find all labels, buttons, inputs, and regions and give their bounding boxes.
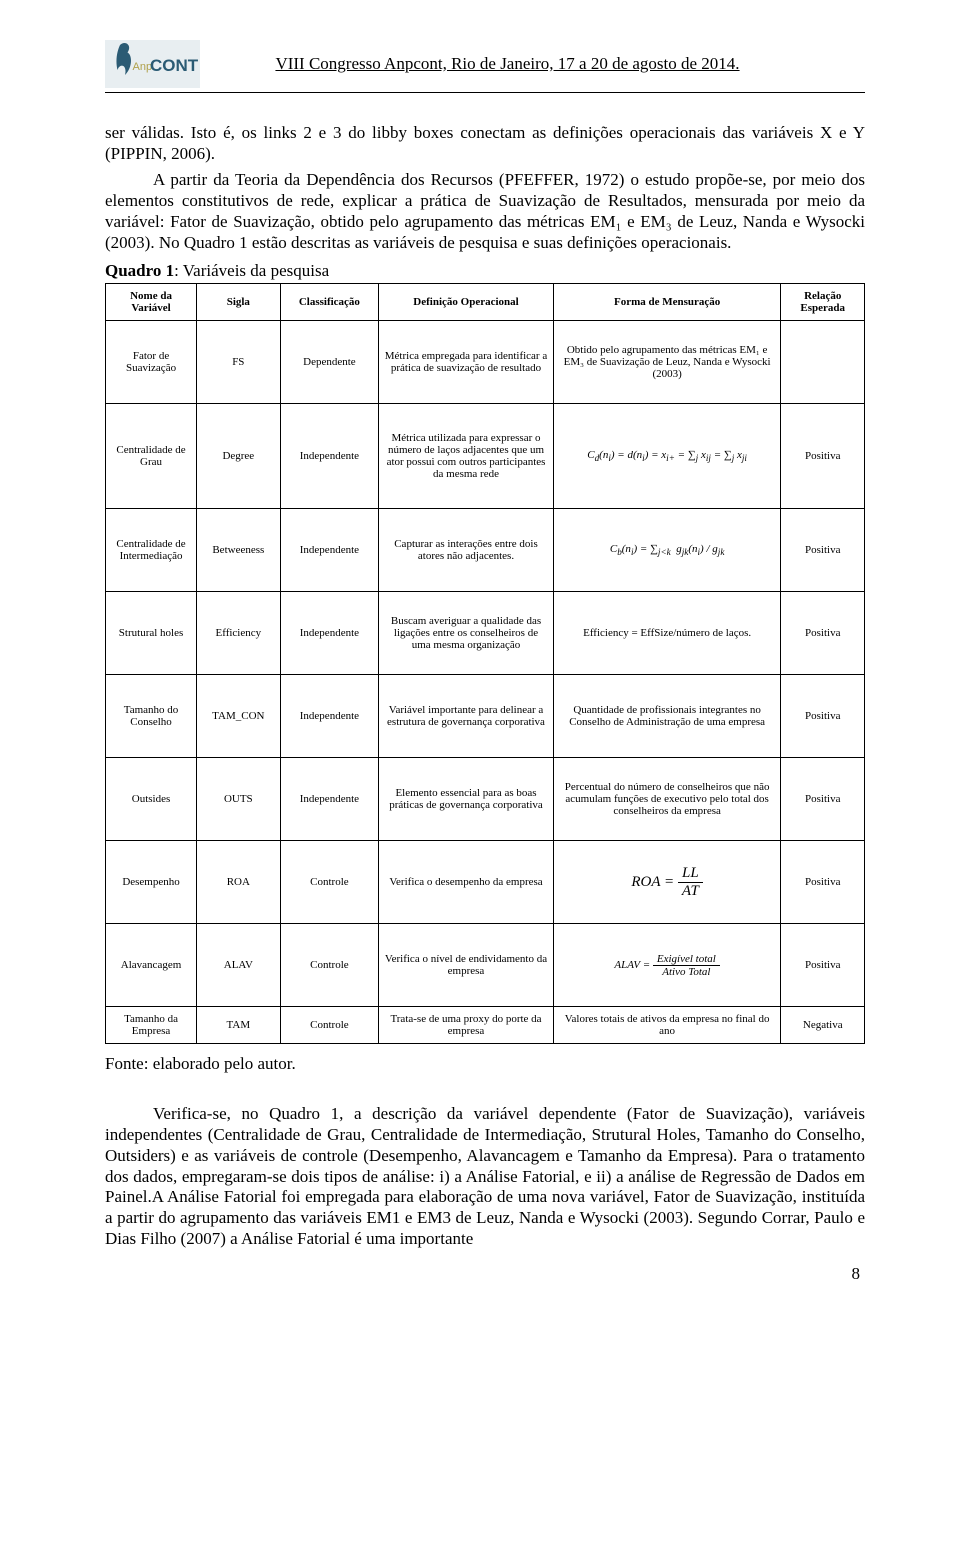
page-number: 8 (852, 1264, 861, 1284)
cell-forma: Percentual do número de conselheiros que… (553, 758, 781, 841)
table-caption: Quadro 1: Variáveis da pesquisa (105, 261, 865, 281)
cell-rel: Negativa (781, 1007, 865, 1044)
cell-rel: Positiva (781, 758, 865, 841)
cell-nome: Desempenho (106, 841, 197, 924)
cell-def: Capturar as interações entre dois atores… (379, 509, 554, 592)
cell-def: Variável importante para delinear a estr… (379, 675, 554, 758)
cell-def: Verifica o nível de endividamento da emp… (379, 924, 554, 1007)
table-row: Tamanho da Empresa TAM Controle Trata-se… (106, 1007, 865, 1044)
cell-sigla: Efficiency (197, 592, 280, 675)
table-row: Tamanho do Conselho TAM_CON Independente… (106, 675, 865, 758)
cell-rel: Positiva (781, 841, 865, 924)
cell-nome: Tamanho da Empresa (106, 1007, 197, 1044)
cell-nome: Centralidade de Grau (106, 404, 197, 509)
cell-rel: Positiva (781, 404, 865, 509)
cell-forma: Cd(ni) = d(ni) = xi+ = ∑j xij = ∑j xji (553, 404, 781, 509)
table-row: Alavancagem ALAV Controle Verifica o nív… (106, 924, 865, 1007)
paragraph-3: Verifica-se, no Quadro 1, a descrição da… (105, 1104, 865, 1249)
cell-forma: Efficiency = EffSize/número de laços. (553, 592, 781, 675)
cell-nome: Outsides (106, 758, 197, 841)
th-forma: Forma de Mensuração (553, 284, 781, 321)
paragraph-2: A partir da Teoria da Dependência dos Re… (105, 170, 865, 253)
cell-sigla: Degree (197, 404, 280, 509)
formula-cd: Cd(ni) = d(ni) = xi+ = ∑j xij = ∑j xji (587, 449, 747, 461)
cell-def: Métrica utilizada para expressar o númer… (379, 404, 554, 509)
table-row: Centralidade de Intermediação Betweeness… (106, 509, 865, 592)
cell-class: Controle (280, 1007, 379, 1044)
formula-roa: ROA = LLAT (631, 874, 702, 890)
cell-class: Independente (280, 758, 379, 841)
cell-rel: Positiva (781, 924, 865, 1007)
cell-sigla: ROA (197, 841, 280, 924)
svg-text:Anp: Anp (133, 61, 153, 73)
cell-forma: Quantidade de profissionais integrantes … (553, 675, 781, 758)
svg-text:CONT: CONT (150, 56, 199, 75)
cell-sigla: Betweeness (197, 509, 280, 592)
cell-def: Métrica empregada para identificar a prá… (379, 321, 554, 404)
cell-forma: Obtido pelo agrupamento das métricas EM₁… (553, 321, 781, 404)
paragraph-1: ser válidas. Isto é, os links 2 e 3 do l… (105, 123, 865, 164)
cell-nome: Tamanho do Conselho (106, 675, 197, 758)
table-row: Centralidade de Grau Degree Independente… (106, 404, 865, 509)
cell-rel: Positiva (781, 592, 865, 675)
table-caption-rest: : Variáveis da pesquisa (174, 261, 329, 280)
table-row: Fator de Suavização FS Dependente Métric… (106, 321, 865, 404)
cell-sigla: FS (197, 321, 280, 404)
cell-rel (781, 321, 865, 404)
cell-rel: Positiva (781, 675, 865, 758)
cell-forma: Cb(ni) = ∑j<k gjk(ni) / gjk (553, 509, 781, 592)
cell-def: Buscam averiguar a qualidade das ligaçõe… (379, 592, 554, 675)
table-source: Fonte: elaborado pelo autor. (105, 1054, 865, 1074)
cell-nome: Alavancagem (106, 924, 197, 1007)
cell-sigla: OUTS (197, 758, 280, 841)
header-rule (105, 92, 865, 93)
th-class: Classificação (280, 284, 379, 321)
cell-nome: Centralidade de Intermediação (106, 509, 197, 592)
table-row: Desempenho ROA Controle Verifica o desem… (106, 841, 865, 924)
cell-def: Trata-se de uma proxy do porte da empres… (379, 1007, 554, 1044)
table-caption-bold: Quadro 1 (105, 261, 174, 280)
cell-nome: Strutural holes (106, 592, 197, 675)
formula-cb: Cb(ni) = ∑j<k gjk(ni) / gjk (610, 543, 725, 555)
cell-forma: Valores totais de ativos da empresa no f… (553, 1007, 781, 1044)
th-nome: Nome da Variável (106, 284, 197, 321)
cell-rel: Positiva (781, 509, 865, 592)
cell-class: Controle (280, 841, 379, 924)
cell-class: Controle (280, 924, 379, 1007)
table-header-row: Nome da Variável Sigla Classificação Def… (106, 284, 865, 321)
cell-class: Independente (280, 592, 379, 675)
formula-alav: ALAV = Exigível totalAtivo Total (614, 959, 719, 971)
cell-nome: Fator de Suavização (106, 321, 197, 404)
table-row: Strutural holes Efficiency Independente … (106, 592, 865, 675)
logo-anpcont: Anp CONT (105, 40, 200, 88)
cell-forma: ALAV = Exigível totalAtivo Total (553, 924, 781, 1007)
cell-class: Independente (280, 509, 379, 592)
cell-forma: ROA = LLAT (553, 841, 781, 924)
th-def: Definição Operacional (379, 284, 554, 321)
header: Anp CONT VIII Congresso Anpcont, Rio de … (105, 40, 865, 88)
cell-def: Verifica o desempenho da empresa (379, 841, 554, 924)
cell-class: Independente (280, 675, 379, 758)
cell-sigla: TAM_CON (197, 675, 280, 758)
cell-sigla: TAM (197, 1007, 280, 1044)
page: Anp CONT VIII Congresso Anpcont, Rio de … (0, 0, 960, 1296)
header-title: VIII Congresso Anpcont, Rio de Janeiro, … (210, 54, 865, 74)
th-sigla: Sigla (197, 284, 280, 321)
th-rel: Relação Esperada (781, 284, 865, 321)
cell-sigla: ALAV (197, 924, 280, 1007)
cell-def: Elemento essencial para as boas práticas… (379, 758, 554, 841)
table-row: Outsides OUTS Independente Elemento esse… (106, 758, 865, 841)
cell-class: Dependente (280, 321, 379, 404)
cell-class: Independente (280, 404, 379, 509)
variables-table: Nome da Variável Sigla Classificação Def… (105, 283, 865, 1044)
